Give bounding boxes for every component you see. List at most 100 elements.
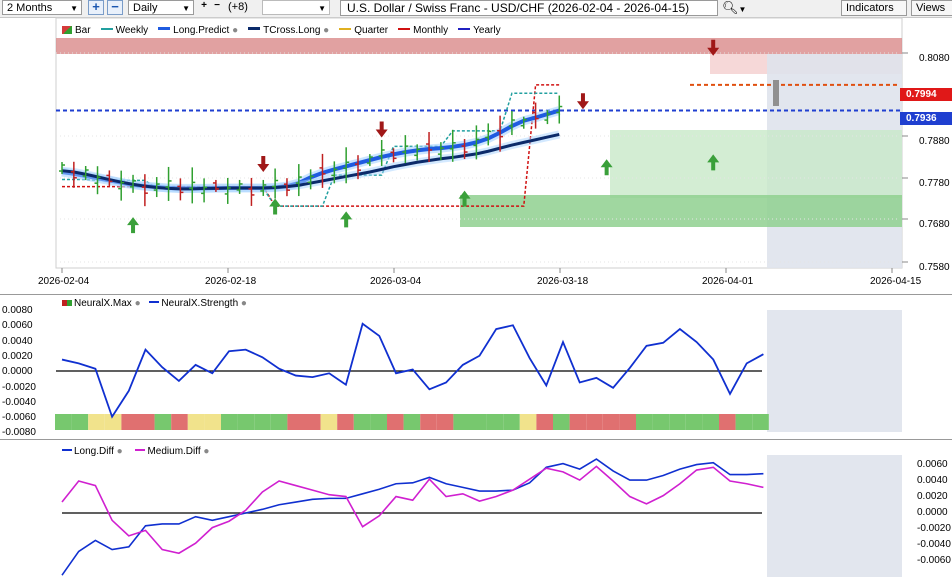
neuralx-tick: -0.0040: [2, 396, 36, 408]
neuralx-tick: -0.0020: [2, 381, 36, 393]
chevron-down-icon: ▼: [318, 4, 326, 13]
diff-chart[interactable]: [0, 441, 952, 577]
toolbar: 2 Months ▼ + − Daily ▼ + − (+8) ▼ U.S. D…: [0, 0, 952, 27]
neuralx-max-cell: [503, 414, 520, 430]
legend-label: NeuralX.Max: [74, 298, 132, 309]
legend-label: Medium.Diff: [147, 446, 201, 457]
neuralx-max-cell: [536, 414, 553, 430]
neuralx-tick: 0.0000: [2, 366, 33, 378]
legend-label: Yearly: [473, 25, 501, 36]
neuralx-max-cell: [669, 414, 686, 430]
views-label: Views: [916, 2, 946, 14]
neuralx-max-cell: [287, 414, 304, 430]
neuralx-max-cell: [204, 414, 221, 430]
price-tag-current: 0.7994: [900, 88, 952, 101]
sell-arrow-icon: [257, 156, 270, 173]
neuralx-max-cell: [602, 414, 620, 430]
legend-label: Long.Diff: [74, 446, 114, 457]
symbol-title-box[interactable]: U.S. Dollar / Swiss Franc - USD/CHF (202…: [340, 0, 718, 16]
neuralx-max-cell: [387, 414, 404, 430]
legend-swatch: [62, 26, 72, 35]
neuralx-max-swatch: [62, 300, 72, 306]
interval-select-value: Daily: [133, 2, 158, 14]
date-tick: 2026-02-18: [205, 276, 257, 287]
legend-label: Monthly: [413, 25, 449, 36]
settings-dot-icon[interactable]: ●: [238, 298, 247, 309]
search-button[interactable]: 🔍︎▼: [722, 0, 752, 16]
zoom-out-button[interactable]: −: [107, 0, 123, 15]
range-select[interactable]: 2 Months ▼: [2, 0, 82, 15]
price-tag-current-value: 0.7994: [906, 89, 937, 100]
indicators-button[interactable]: Indicators ▼: [841, 0, 907, 27]
remove-bars-button[interactable]: −: [214, 0, 220, 11]
neuralx-max-cell: [71, 414, 89, 430]
diff-panel[interactable]: Long.Diff ● Medium.Diff ● 0.0060 0.0040 0.…: [0, 441, 952, 577]
neuralx-max-cell: [55, 414, 72, 430]
neuralx-legend: NeuralX.Max ● NeuralX.Strength ●: [62, 298, 247, 309]
diff-tick: 0.0020: [917, 491, 948, 502]
settings-dot-icon[interactable]: ●: [131, 298, 141, 309]
legend-label: TCross.Long: [263, 25, 321, 36]
price-chart[interactable]: [0, 17, 952, 294]
neuralx-max-cell: [403, 414, 421, 430]
neuralx-max-cell: [519, 414, 537, 430]
sell-arrow-icon: [375, 121, 388, 138]
legend-swatch: [100, 27, 113, 30]
date-tick: 2026-03-18: [537, 276, 589, 287]
forecast-area: [767, 310, 902, 432]
interval-select[interactable]: Daily ▼: [128, 0, 194, 15]
chevron-down-icon: ▼: [738, 5, 747, 14]
buy-arrow-icon: [269, 198, 282, 215]
neuralx-strength-line: [61, 322, 764, 419]
neuralx-max-cell: [453, 414, 470, 430]
neuralx-tick: 0.0020: [2, 350, 33, 362]
neuralx-max-cell: [221, 414, 238, 430]
settings-dot-icon[interactable]: ●: [200, 446, 210, 457]
settings-dot-icon[interactable]: ●: [320, 25, 330, 36]
neuralx-max-cell: [138, 414, 155, 430]
date-tick: 2026-03-04: [370, 276, 422, 287]
price-panel[interactable]: Bar Weekly Long.Predict ● TCross.Long ● Quar…: [0, 17, 952, 294]
neuralx-tick: 0.0060: [2, 320, 33, 332]
legend-label: Long.Predict: [173, 25, 230, 36]
diff-legend: Long.Diff ● Medium.Diff ●: [62, 446, 209, 457]
support-zone-upper: [610, 130, 902, 198]
neuralx-tick: 0.0080: [2, 305, 33, 316]
price-tick: 0.7580: [919, 262, 950, 273]
neuralx-max-cell: [337, 414, 354, 430]
neuralx-max-cell: [586, 414, 603, 430]
diff-plot-area: [56, 441, 902, 577]
price-tag-yearly: 0.7936: [900, 112, 952, 125]
price-tick: 0.8080: [919, 53, 950, 64]
neuralx-max-cell: [121, 414, 138, 430]
neuralx-strength-swatch: [149, 301, 160, 303]
settings-dot-icon[interactable]: ●: [113, 446, 123, 457]
main-legend: Bar Weekly Long.Predict ● TCross.Long ● Quar…: [62, 25, 501, 36]
neuralx-max-cell: [619, 414, 636, 430]
zoom-in-button[interactable]: +: [88, 0, 104, 15]
panel-divider[interactable]: [0, 439, 952, 440]
panel-divider[interactable]: [0, 294, 952, 295]
chevron-down-icon: ▼: [70, 4, 78, 13]
resistance-zone: [56, 38, 902, 54]
add-bars-button[interactable]: +: [201, 0, 207, 11]
sell-arrow-icon: [707, 39, 720, 56]
diff-tick: 0.0060: [917, 459, 948, 470]
medium-diff-swatch: [135, 449, 146, 451]
current-bar-marker: [773, 80, 779, 106]
neuralx-max-cell: [304, 414, 321, 430]
neuralx-chart[interactable]: [0, 296, 952, 439]
views-button[interactable]: Views ▼: [911, 0, 952, 27]
buy-arrow-icon: [600, 159, 613, 176]
buy-arrow-icon: [340, 211, 353, 228]
neuralx-tick: -0.0080: [2, 427, 36, 439]
diff-tick: -0.0040: [917, 539, 951, 550]
legend-label: Weekly: [115, 25, 149, 36]
settings-dot-icon[interactable]: ●: [229, 25, 239, 36]
legend-swatch: [398, 27, 411, 30]
diff-tick: 0.0000: [917, 507, 948, 518]
long-diff-line: [61, 458, 764, 576]
offset-select[interactable]: ▼: [262, 0, 330, 15]
neuralx-panel[interactable]: NeuralX.Max ● NeuralX.Strength ● 0.0080 0…: [0, 296, 952, 439]
diff-tick: -0.0060: [917, 555, 951, 566]
